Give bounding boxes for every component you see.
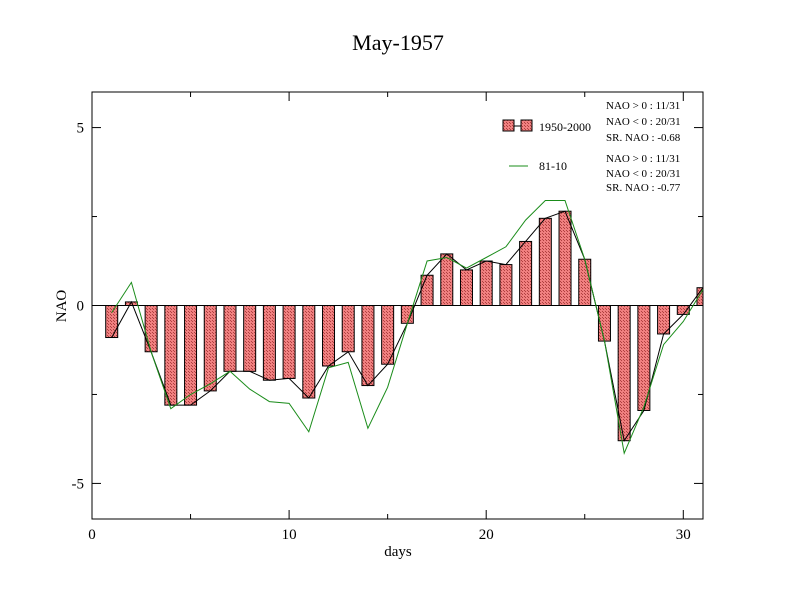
bar-series bbox=[105, 210, 704, 442]
line-1950-2000 bbox=[111, 210, 704, 443]
legend-bar-swatch-left bbox=[502, 119, 515, 132]
bar bbox=[676, 305, 690, 315]
bar bbox=[203, 305, 217, 392]
legend-label-1950-2000: 1950-2000 bbox=[539, 120, 591, 134]
bar bbox=[282, 305, 296, 379]
x-tick-label: 10 bbox=[282, 527, 297, 543]
bar bbox=[499, 264, 513, 306]
bar bbox=[519, 240, 533, 306]
chart-title: May-1957 bbox=[352, 30, 444, 55]
y-tick-label: -5 bbox=[72, 476, 85, 492]
bar bbox=[184, 305, 198, 406]
legend: 1950-2000 81-10 bbox=[502, 119, 591, 173]
x-axis-label: days bbox=[384, 544, 412, 560]
bar bbox=[341, 305, 355, 353]
bar bbox=[262, 305, 276, 381]
x-tick-label: 20 bbox=[479, 527, 494, 543]
axis-ticks: 0 10 20 30 -5 0 5 bbox=[72, 92, 703, 543]
stats-annotations: NAO > 0 : 11/31 NAO < 0 : 20/31 SR. NAO … bbox=[606, 100, 681, 194]
bar bbox=[538, 217, 552, 306]
bar bbox=[243, 305, 257, 372]
bar bbox=[558, 210, 572, 306]
bar bbox=[459, 269, 473, 306]
stat-annotation: NAO < 0 : 20/31 bbox=[606, 168, 681, 180]
y-tick-label: 5 bbox=[77, 121, 85, 137]
x-tick-label: 0 bbox=[88, 527, 96, 543]
stat-annotation: SR. NAO : -0.68 bbox=[606, 132, 681, 144]
y-axis-label: NAO bbox=[54, 290, 70, 323]
bar bbox=[578, 258, 592, 307]
bar bbox=[420, 274, 434, 307]
bar bbox=[322, 305, 336, 367]
bar bbox=[302, 305, 316, 399]
bar bbox=[440, 253, 454, 306]
legend-bar-swatch-right bbox=[520, 119, 533, 132]
bar bbox=[223, 305, 237, 372]
line-series bbox=[111, 200, 704, 455]
bar bbox=[479, 260, 493, 307]
line-81-10 bbox=[111, 200, 704, 455]
stat-annotation: NAO < 0 : 20/31 bbox=[606, 116, 681, 128]
legend-label-81-10: 81-10 bbox=[539, 159, 567, 173]
x-tick-label: 30 bbox=[676, 527, 691, 543]
bar bbox=[144, 305, 158, 353]
y-tick-label: 0 bbox=[77, 299, 85, 315]
stat-annotation: SR. NAO : -0.77 bbox=[606, 182, 681, 194]
bar bbox=[105, 305, 119, 339]
bar bbox=[361, 305, 375, 387]
bar bbox=[164, 305, 178, 406]
stat-annotation: NAO > 0 : 11/31 bbox=[606, 100, 680, 112]
stat-annotation: NAO > 0 : 11/31 bbox=[606, 153, 680, 165]
